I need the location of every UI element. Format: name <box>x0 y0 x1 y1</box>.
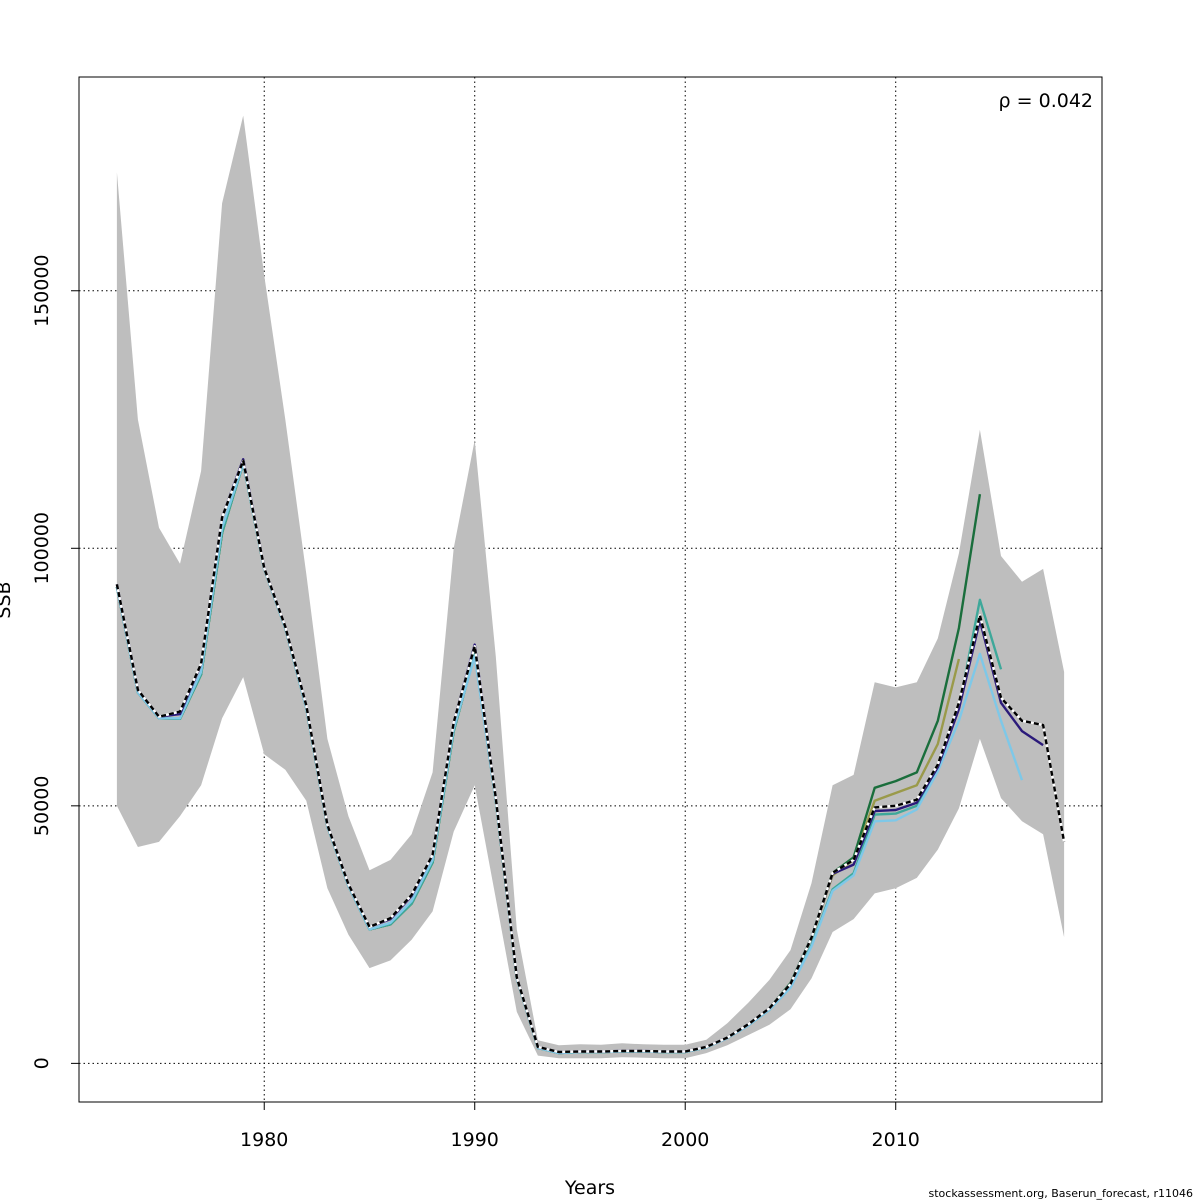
y-tick-label: 150000 <box>31 254 53 327</box>
x-tick-label: 2010 <box>872 1129 920 1151</box>
y-tick-label: 0 <box>31 1057 53 1069</box>
axes: 1980 1990 2000 2010 0 50000 100000 150000 <box>31 254 920 1151</box>
confidence-band <box>116 115 1065 1059</box>
y-tick-label: 100000 <box>31 512 53 585</box>
series-line-dashed <box>115 459 1066 1054</box>
plot-frame <box>78 76 1103 1103</box>
rho-annotation: ρ = 0.042 <box>999 90 1093 112</box>
footer-credit: stockassessment.org, Baserun_forecast, r… <box>929 1187 1193 1200</box>
x-axis-title: Years <box>564 1177 615 1199</box>
y-tick-label: 50000 <box>31 776 53 836</box>
y-axis-title: SSB <box>0 581 15 618</box>
series-layer <box>115 458 1066 1055</box>
x-tick-label: 1990 <box>451 1129 499 1151</box>
x-tick-label: 2000 <box>661 1129 709 1151</box>
confidence-band-layer <box>116 115 1065 1059</box>
x-tick-label: 1980 <box>240 1129 288 1151</box>
